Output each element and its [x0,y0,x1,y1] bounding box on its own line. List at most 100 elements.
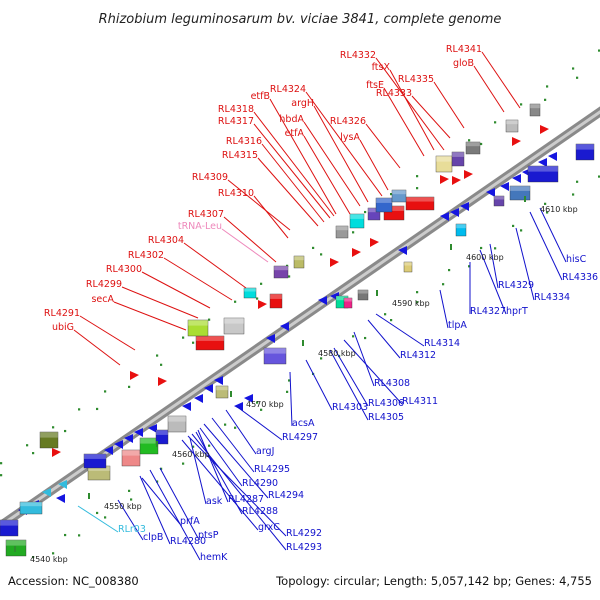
guide-dot [364,336,367,340]
forward-label-RL4307: RL4307 [188,209,224,220]
leader-line-RL4334 [515,227,535,301]
leader-line-hemK [149,469,201,561]
leader-line-etfB [269,98,337,215]
guide-dot [78,534,81,537]
guide-dot [32,452,35,455]
reverse-label-RL4314: RL4314 [424,338,460,349]
kbp-tick-mark [376,290,378,296]
forward-label-RL4317: RL4317 [218,116,254,127]
forward-label-RL4316: RL4316 [226,136,262,147]
reverse-label-RL4303: RL4303 [332,402,368,413]
guide-dot [260,282,263,285]
gene-block [187,319,209,337]
reverse-label-RL4295: RL4295 [254,464,290,475]
reverse-label-ask: ask [206,496,223,507]
kbp-tick-mark [14,546,16,552]
kbp-tick-label: 4540 kbp [30,555,68,564]
gene-features [0,103,595,557]
reverse-label-RL4294: RL4294 [268,490,304,501]
reverse-label-RL4306: RL4306 [368,398,404,409]
leader-line-RL4315 [257,157,319,227]
reverse-label-RL4336: RL4336 [562,272,598,283]
leader-line-tRNA-Leu [221,228,269,263]
reverse-gene-arrow [234,402,243,411]
leader-line-ftsE [383,87,425,157]
reverse-gene-arrow [500,182,509,191]
forward-label-RL4310: RL4310 [218,188,254,199]
kbp-tick-mark [524,196,526,202]
reverse-gene-arrow [124,434,133,443]
forward-label-etfA: etfA [285,128,305,139]
guide-dot [52,426,55,429]
reverse-gene-arrow [56,494,65,503]
leader-line-RL4306 [333,347,369,407]
reverse-gene-arrow [244,394,253,403]
reverse-label-RL4290: RL4290 [242,478,278,489]
accession-text: Accession: NC_008380 [8,574,139,588]
reverse-label-ptsP: ptsP [198,530,219,541]
forward-label-RL4315: RL4315 [222,150,258,161]
gene-block [83,453,107,469]
gene-block [509,185,531,201]
forward-label-ftsX: ftsX [372,62,391,73]
reverse-gene-arrow [512,174,521,183]
forward-gene-arrow [52,448,61,457]
leader-line-hbdA [303,121,361,207]
guide-dot [64,533,67,537]
leader-line-RL4288 [195,431,243,515]
leader-line-RL4291 [79,315,136,351]
leader-line-hprT [479,249,507,315]
guide-dot [390,193,393,196]
forward-gene-arrow [352,248,361,257]
guide-dot [416,187,419,190]
reverse-gene-arrow [460,202,469,211]
kbp-tick-label: 4560 kbp [172,450,210,459]
forward-label-RL4291: RL4291 [44,308,80,319]
reverse-gene-arrow [398,246,407,255]
forward-label-RL4333: RL4333 [376,88,412,99]
kbp-ticks: 4540 kbp 4550 kbp 4560 kbp 4570 kbp 4580 kbp… [14,196,578,564]
leader-line-RL4308 [353,331,375,387]
label-leader-lines [73,51,567,561]
gene-block [527,165,559,183]
gene-block [263,347,287,365]
kbp-tick-mark [88,493,90,499]
guide-dot [0,474,3,477]
reverse-label-RL4308: RL4308 [374,378,410,389]
reverse-gene-arrow [318,296,327,305]
gene-block [39,431,59,449]
guide-dot [416,175,419,178]
guide-dot [442,283,445,286]
guide-dot [78,408,81,411]
gene-block [195,335,225,351]
reverse-gene-arrow [194,394,203,403]
guide-dot [288,275,291,278]
forward-gene-arrow [512,137,521,146]
gene-block [139,437,159,455]
guide-dot [576,76,579,79]
leader-line-RL4305 [329,349,369,421]
reverse-gene-arrow [266,334,275,343]
reverse-label-RL4327: RL4327 [470,306,506,317]
gene-block [349,213,365,229]
leader-line-RL4326 [365,123,401,169]
guide-dot [352,231,355,234]
leader-line-RL4312 [367,319,401,359]
leader-line-grxC [181,439,259,531]
forward-label-argH: argH [291,98,314,109]
gene-block [19,501,43,515]
reverse-label-RL4311: RL4311 [402,396,438,407]
guide-dot [128,385,131,388]
leader-line-RL4304 [183,242,247,289]
leader-line-RL4300 [141,271,211,309]
gene-block [575,143,595,161]
reverse-label-hemK: hemK [200,552,228,563]
kbp-tick-mark [450,244,452,250]
reverse-gene-arrow [538,158,547,167]
leader-line-ask [189,437,207,505]
reverse-label-RL4288: RL4288 [242,506,278,517]
reverse-gene-arrow [104,446,113,455]
dotted-guide-lines [0,49,600,559]
leader-line-clpB [117,499,144,541]
